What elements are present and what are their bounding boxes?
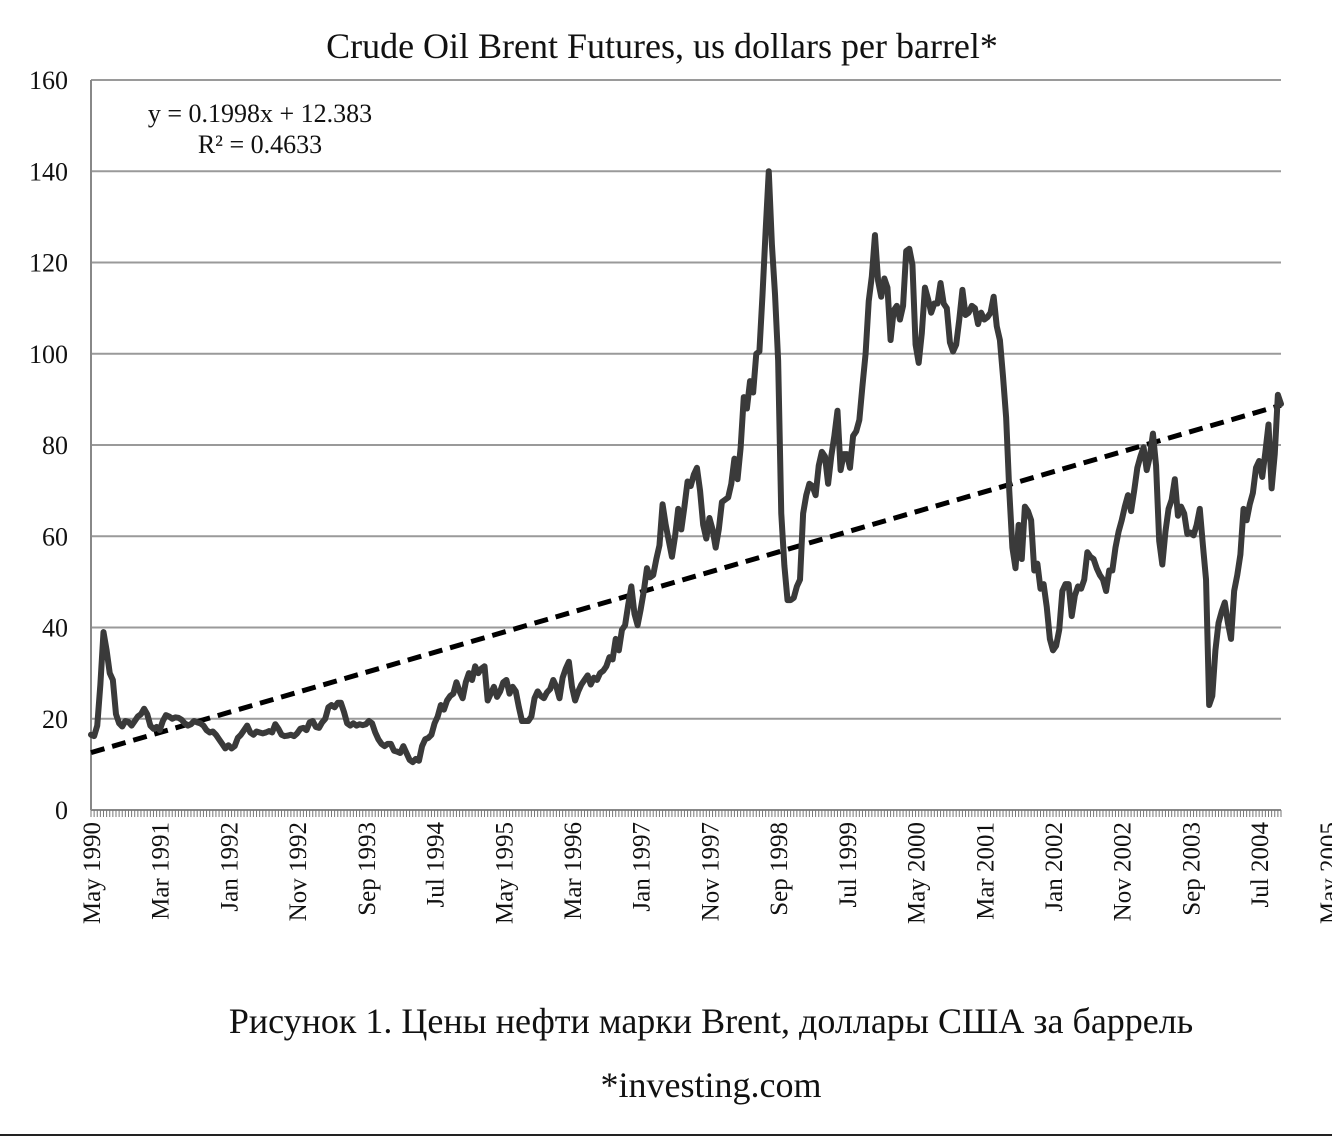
y-tick-label: 60 — [42, 522, 68, 551]
bottom-divider — [0, 1134, 1332, 1136]
gridlines — [91, 79, 1281, 720]
x-tick-marks — [90, 810, 1282, 817]
chart-title: Crude Oil Brent Futures, us dollars per … — [326, 26, 998, 66]
x-tick-label: May 2005 — [1316, 822, 1332, 924]
x-tick-label: Sep 2003 — [1178, 822, 1205, 916]
x-axis-labels: May 1990 Mar 1991 Jan 1992 Nov 1992 Sep 1993… — [79, 822, 1332, 925]
chart: Crude Oil Brent Futures, us dollars per … — [29, 26, 1332, 925]
series-line-brent — [88, 168, 1284, 766]
trendline-annotation: y = 0.1998x + 12.383 R² = 0.4633 — [148, 99, 372, 159]
x-tick-label: Mar 2001 — [972, 822, 999, 920]
y-tick-label: 80 — [42, 431, 68, 460]
figure-caption: Рисунок 1. Цены нефти марки Brent, долла… — [228, 1001, 1194, 1041]
source-note: *investing.com — [600, 1065, 822, 1105]
x-tick-label: Jan 1997 — [629, 822, 656, 912]
x-tick-label: May 1995 — [491, 822, 518, 924]
series-layer — [88, 168, 1284, 766]
trendline-r-squared: R² = 0.4633 — [198, 130, 322, 159]
y-tick-label: 140 — [29, 157, 68, 186]
trendline — [90, 402, 1282, 755]
x-tick-label: Mar 1991 — [148, 822, 175, 920]
x-tick-label: Nov 1992 — [285, 822, 312, 921]
x-axis — [90, 80, 1282, 817]
y-tick-label: 40 — [42, 614, 68, 643]
x-tick-label: Jan 2002 — [1041, 822, 1068, 912]
trendline-layer — [90, 402, 1282, 755]
y-tick-label: 0 — [55, 796, 68, 825]
x-tick-label: Nov 1997 — [697, 822, 724, 921]
x-tick-label: Sep 1993 — [354, 822, 381, 916]
x-tick-label: Sep 1998 — [766, 822, 793, 916]
trendline-equation: y = 0.1998x + 12.383 — [148, 99, 372, 128]
y-axis-ticks: 0 20 40 60 80 100 120 140 160 — [29, 66, 68, 825]
x-tick-label: Nov 2002 — [1110, 822, 1137, 921]
x-tick-label: Jul 2004 — [1247, 822, 1274, 908]
x-tick-label: Jul 1994 — [423, 822, 450, 908]
x-tick-label: May 1990 — [79, 822, 106, 924]
y-tick-label: 160 — [29, 66, 68, 95]
y-tick-label: 100 — [29, 340, 68, 369]
x-tick-label: Jul 1999 — [835, 822, 862, 907]
y-tick-label: 20 — [42, 705, 68, 734]
x-tick-label: May 2000 — [904, 822, 931, 924]
x-tick-label: Mar 1996 — [560, 822, 587, 920]
y-tick-label: 120 — [29, 249, 68, 278]
x-tick-label: Jan 1992 — [216, 822, 243, 912]
